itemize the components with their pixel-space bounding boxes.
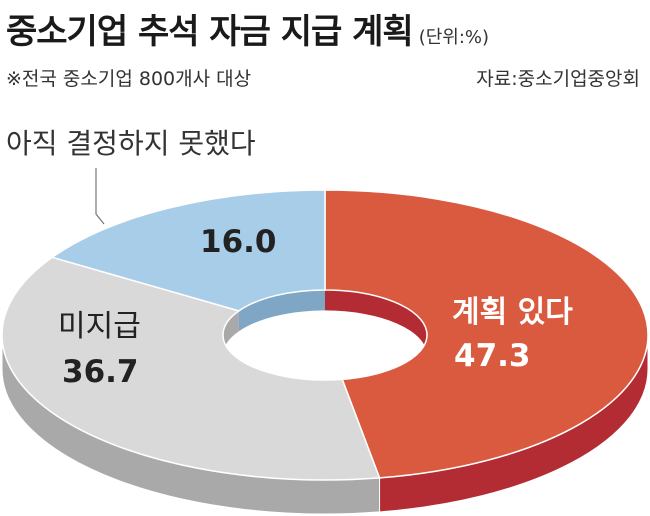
undecided-callout-label: 아직 결정하지 못했다 — [6, 127, 256, 160]
donut-tops — [1, 189, 649, 481]
slice-label-plan: 계획 있다 — [452, 295, 573, 330]
slice-value-plan: 47.3 — [454, 338, 531, 374]
slice-inner-wall-plan-0 — [325, 290, 427, 356]
slice-unpaid — [1, 256, 381, 481]
donut-labels: 계획 있다 47.3 미지급 36.7 16.0 — [58, 168, 573, 390]
slice-value-unpaid: 36.7 — [62, 354, 139, 390]
slice-inner-wall-unpaid-0 — [223, 310, 239, 356]
source-label: 자료:중소기업중앙회 — [476, 68, 640, 90]
title-row: 중소기업 추석 자금 지급 계획 (단위:%) — [6, 4, 489, 53]
survey-note: ※전국 중소기업 800개사 대상 — [6, 68, 252, 90]
slice-undecided — [50, 189, 326, 312]
chart-title: 중소기업 추석 자금 지급 계획 — [6, 12, 414, 52]
slice-value-undecided: 16.0 — [200, 224, 277, 260]
undecided-leader-line — [95, 168, 105, 225]
unit-label: (단위:%) — [418, 27, 490, 48]
slice-plan — [324, 189, 649, 479]
slice-label-unpaid: 미지급 — [58, 309, 141, 344]
